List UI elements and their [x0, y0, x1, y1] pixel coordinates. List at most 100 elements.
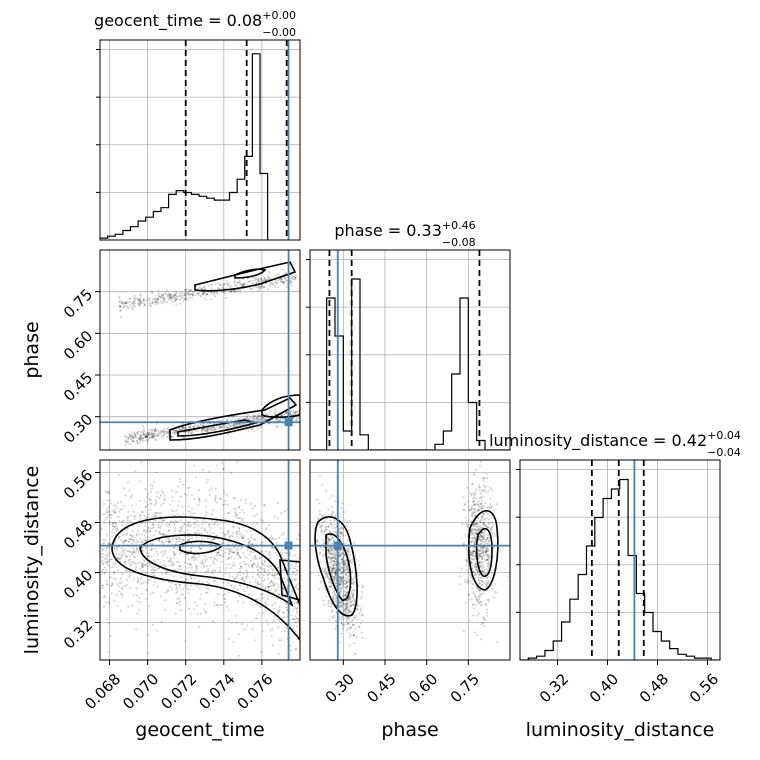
sample-point	[333, 555, 336, 558]
sample-point	[166, 293, 169, 296]
sample-point	[114, 511, 117, 514]
sample-point	[266, 418, 269, 421]
sample-point	[326, 536, 329, 539]
sample-point	[239, 584, 242, 587]
sample-point	[139, 293, 142, 296]
sample-point	[229, 566, 232, 569]
sample-point	[129, 297, 132, 300]
sample-point	[328, 556, 331, 559]
sample-point	[134, 434, 137, 437]
sample-point	[206, 429, 209, 432]
sample-point	[131, 436, 134, 439]
sample-point	[345, 605, 348, 608]
sample-point	[132, 547, 135, 550]
sample-point	[271, 574, 274, 577]
sample-point	[232, 525, 235, 528]
sample-point	[273, 413, 276, 416]
sample-point	[327, 550, 330, 553]
sample-point	[136, 433, 139, 436]
sample-point	[127, 541, 130, 544]
sample-point	[241, 537, 244, 540]
sample-point	[479, 638, 482, 641]
sample-point	[111, 509, 114, 512]
sample-point	[182, 538, 185, 541]
sample-point	[249, 530, 252, 533]
sample-point	[268, 284, 271, 287]
sample-point	[485, 485, 488, 488]
sample-point	[194, 294, 197, 297]
sample-point	[274, 281, 277, 284]
sample-point	[125, 436, 128, 439]
sample-point	[204, 288, 207, 291]
sample-point	[326, 549, 329, 552]
sample-point	[352, 592, 355, 595]
sample-point	[477, 554, 480, 557]
sample-point	[192, 291, 195, 294]
sample-point	[353, 580, 356, 583]
sample-point	[162, 298, 165, 301]
sample-point	[345, 603, 348, 606]
sample-point	[334, 568, 337, 571]
sample-point	[275, 281, 278, 284]
sample-point	[152, 524, 155, 527]
sample-point	[184, 426, 187, 429]
sample-point	[216, 523, 219, 526]
sample-point	[332, 597, 335, 600]
sample-point	[326, 553, 329, 556]
sample-point	[332, 590, 335, 593]
sample-point	[268, 572, 271, 575]
sample-point	[193, 531, 196, 534]
sample-point	[151, 623, 154, 626]
sample-point	[141, 562, 144, 565]
sample-point	[476, 529, 479, 532]
sample-point	[198, 587, 201, 590]
sample-point	[494, 582, 497, 585]
sample-point	[124, 301, 127, 304]
sample-point	[224, 292, 227, 295]
sample-point	[340, 600, 343, 603]
sample-point	[238, 423, 241, 426]
sample-point	[174, 568, 177, 571]
sample-point	[347, 616, 350, 619]
sample-point	[325, 517, 328, 520]
sample-point	[156, 568, 159, 571]
sample-point	[479, 604, 482, 607]
sample-point	[342, 609, 345, 612]
sample-point	[251, 628, 254, 631]
sample-point	[272, 567, 275, 570]
sample-point	[274, 552, 277, 555]
sample-point	[114, 527, 117, 530]
sample-point	[269, 282, 272, 285]
sample-point	[332, 617, 335, 620]
sample-point	[212, 538, 215, 541]
sample-point	[260, 593, 263, 596]
sample-point	[170, 435, 173, 438]
sample-point	[269, 588, 272, 591]
sample-point	[318, 513, 321, 516]
sample-point	[236, 588, 239, 591]
sample-point	[472, 603, 475, 606]
sample-point	[324, 526, 327, 529]
sample-point	[327, 525, 330, 528]
sample-point	[473, 523, 476, 526]
sample-point	[252, 414, 255, 417]
sample-point	[220, 527, 223, 530]
sample-point	[111, 522, 114, 525]
sample-point	[179, 495, 182, 498]
sample-point	[232, 525, 235, 528]
sample-point	[217, 551, 220, 554]
sample-point	[136, 538, 139, 541]
sample-point	[116, 583, 119, 586]
sample-point	[190, 576, 193, 579]
sample-point	[118, 474, 121, 477]
sample-point	[342, 569, 345, 572]
sample-point	[168, 294, 171, 297]
sample-point	[152, 572, 155, 575]
sample-point	[485, 584, 488, 587]
ytick-label-luminosity_distance-0: 0.32	[60, 616, 96, 652]
sample-point	[107, 650, 110, 653]
sample-point	[227, 620, 230, 623]
sample-point	[295, 601, 298, 604]
sample-point	[469, 546, 472, 549]
sample-point	[282, 611, 285, 614]
